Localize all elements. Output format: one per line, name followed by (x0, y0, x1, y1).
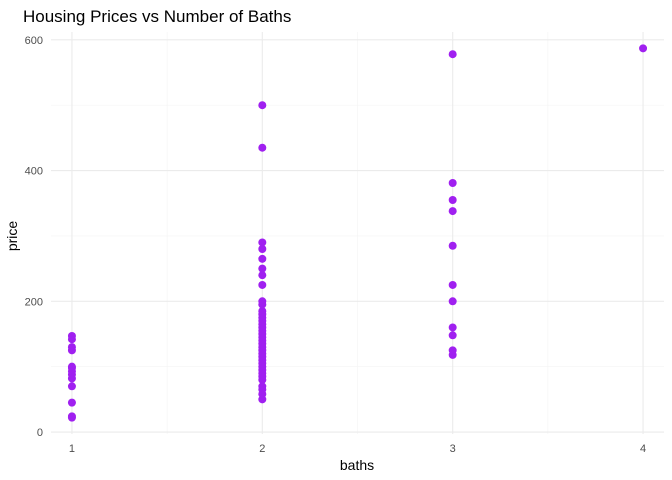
x-tick-label: 4 (640, 443, 646, 455)
x-tick-label: 2 (259, 443, 265, 455)
data-point (67, 362, 76, 371)
y-tick-label: 200 (25, 296, 43, 308)
data-point (258, 271, 267, 280)
data-point (258, 143, 267, 152)
y-tick-label: 0 (37, 427, 43, 439)
data-point (258, 297, 267, 306)
x-tick-label: 3 (450, 443, 456, 455)
data-point (67, 331, 76, 340)
y-axis-title: price (4, 221, 20, 252)
data-point (448, 323, 457, 332)
data-point (639, 44, 648, 53)
data-point (448, 195, 457, 204)
data-point (448, 207, 457, 216)
data-point (258, 101, 267, 110)
data-point (67, 412, 76, 421)
data-points (67, 44, 648, 422)
y-tick-label: 600 (25, 35, 43, 47)
x-axis-ticks: 1 2 3 4 (69, 443, 646, 455)
y-axis-ticks: 0 200 400 600 (25, 35, 43, 439)
data-point (448, 178, 457, 187)
data-point (258, 254, 267, 263)
data-point (448, 346, 457, 355)
data-point (448, 331, 457, 340)
data-point (67, 382, 76, 391)
data-point (258, 307, 267, 316)
data-point (258, 264, 267, 273)
data-point (448, 280, 457, 289)
data-point (448, 241, 457, 250)
chart-title: Housing Prices vs Number of Baths (23, 7, 291, 26)
data-point (448, 297, 457, 306)
data-point (67, 343, 76, 352)
data-point (258, 245, 267, 254)
x-axis-title: baths (340, 457, 374, 473)
data-point (258, 280, 267, 289)
grid (51, 32, 664, 434)
data-point (258, 238, 267, 247)
x-tick-label: 1 (69, 443, 75, 455)
data-point (258, 382, 267, 391)
y-tick-label: 400 (25, 166, 43, 178)
data-point (67, 398, 76, 407)
data-point (448, 50, 457, 59)
